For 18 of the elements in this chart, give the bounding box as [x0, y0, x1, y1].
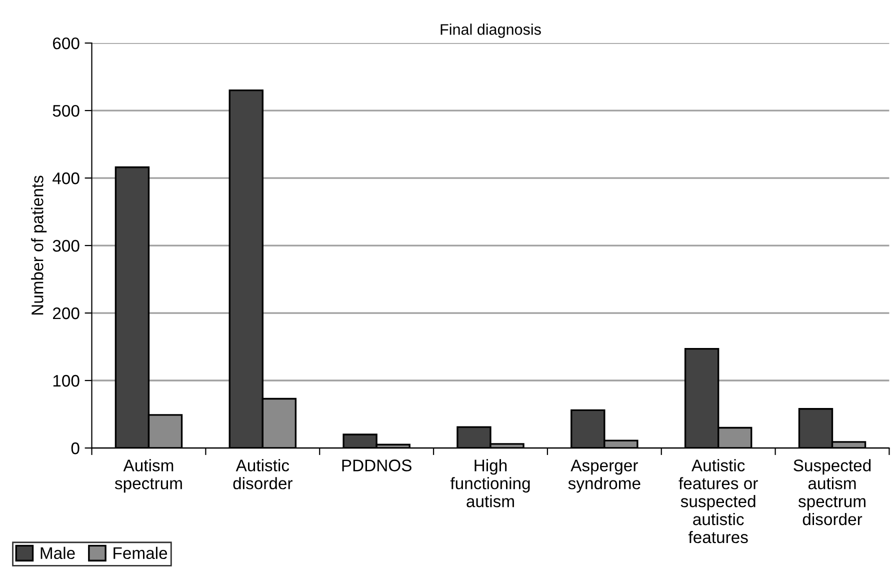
x-tick-label: High functioning autism [450, 459, 530, 508]
y-tick-label: 400 [52, 172, 80, 184]
y-tick-label: 0 [71, 442, 80, 454]
legend-label: Male [40, 546, 75, 560]
x-tick-label: Asperger syndrome [568, 460, 640, 493]
legend-label: Female [114, 546, 168, 560]
x-tick-label: Suspected autism spectrum disorder [794, 459, 871, 526]
y-axis-title: Number of patients [31, 176, 47, 315]
x-tick-label: Autism spectrum [114, 459, 182, 493]
y-tick-label: 100 [53, 374, 80, 387]
chart-title: Final diagnosis [440, 24, 541, 38]
x-tick-label: Autistic features or suspected autistic features [678, 459, 758, 544]
y-tick-label: 600 [53, 37, 80, 50]
y-tick-label: 500 [52, 104, 80, 117]
y-tick-label: 300 [52, 240, 80, 252]
x-tick-label: Autistic disorder [233, 459, 292, 490]
y-tick-label: 200 [53, 307, 80, 320]
x-tick-label: PDDNOS [342, 460, 412, 472]
